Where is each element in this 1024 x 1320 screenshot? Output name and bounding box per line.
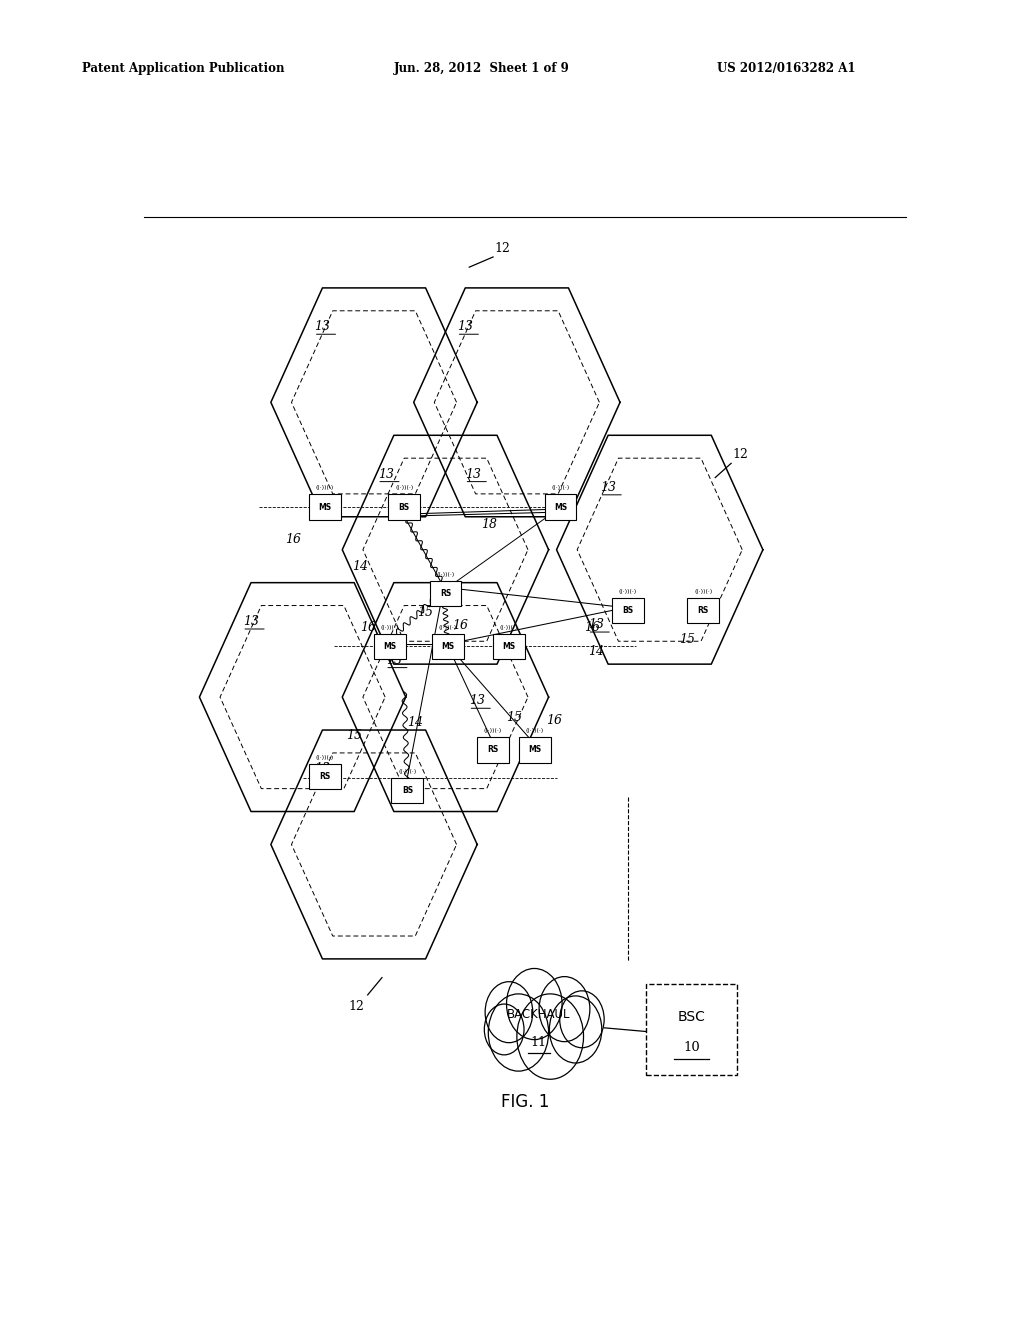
- Bar: [309, 494, 341, 520]
- Text: 13: 13: [386, 653, 401, 667]
- Text: RS: RS: [440, 589, 451, 598]
- Text: 10: 10: [683, 1041, 699, 1055]
- Circle shape: [517, 994, 584, 1080]
- Text: 11: 11: [530, 1036, 546, 1049]
- Bar: [432, 634, 464, 659]
- Bar: [374, 634, 406, 659]
- Text: ((·))(·): ((·))(·): [618, 589, 637, 594]
- Bar: [309, 764, 341, 789]
- Text: ((·))(·): ((·))(·): [438, 624, 457, 630]
- Text: ((·))(·): ((·))(·): [694, 589, 713, 594]
- Bar: [494, 634, 524, 659]
- Circle shape: [488, 985, 529, 1039]
- Text: ((·))(·): ((·))(·): [315, 486, 334, 490]
- Bar: [687, 598, 719, 623]
- Text: 13: 13: [314, 763, 331, 775]
- Text: ((·))(·): ((·))(·): [381, 624, 399, 630]
- Text: 16: 16: [285, 533, 301, 546]
- Text: ((·))(·): ((·))(·): [484, 729, 502, 733]
- Text: BS: BS: [401, 787, 413, 795]
- Text: 15: 15: [417, 606, 433, 619]
- Text: US 2012/0163282 A1: US 2012/0163282 A1: [717, 62, 855, 75]
- Bar: [519, 738, 551, 763]
- Circle shape: [553, 1001, 599, 1059]
- Circle shape: [488, 994, 549, 1071]
- Bar: [430, 581, 461, 606]
- Bar: [388, 494, 420, 520]
- Circle shape: [486, 1007, 521, 1052]
- Text: MS: MS: [528, 746, 542, 755]
- Text: MS: MS: [318, 503, 332, 512]
- Text: MS: MS: [503, 642, 515, 651]
- Text: ((·))(·): ((·))(·): [526, 729, 544, 733]
- Text: 14: 14: [352, 561, 369, 573]
- Circle shape: [485, 982, 532, 1043]
- Circle shape: [560, 991, 604, 1048]
- Text: RS: RS: [487, 746, 499, 755]
- Text: 16: 16: [452, 619, 468, 632]
- Text: Jun. 28, 2012  Sheet 1 of 9: Jun. 28, 2012 Sheet 1 of 9: [394, 62, 570, 75]
- Text: 12: 12: [733, 449, 749, 461]
- Text: BS: BS: [398, 503, 410, 512]
- Text: 16: 16: [585, 622, 600, 635]
- Circle shape: [492, 998, 545, 1067]
- Circle shape: [507, 969, 562, 1040]
- Circle shape: [510, 973, 559, 1035]
- Text: BS: BS: [623, 606, 634, 615]
- Text: 13: 13: [588, 618, 604, 631]
- Text: 14: 14: [588, 645, 604, 657]
- Circle shape: [539, 977, 590, 1041]
- Text: 15: 15: [346, 729, 362, 742]
- Text: 15: 15: [680, 632, 695, 645]
- Text: MS: MS: [383, 642, 396, 651]
- Text: 18: 18: [481, 517, 497, 531]
- Text: RS: RS: [319, 772, 331, 781]
- Bar: [391, 777, 423, 804]
- Text: 13: 13: [458, 321, 473, 333]
- Text: 12: 12: [348, 1001, 365, 1012]
- Text: 16: 16: [360, 622, 377, 635]
- Text: MS: MS: [441, 642, 455, 651]
- Text: FIG. 1: FIG. 1: [501, 1093, 549, 1110]
- Text: ((·))(·): ((·))(·): [551, 486, 569, 490]
- Circle shape: [562, 994, 601, 1044]
- Text: 13: 13: [600, 480, 616, 494]
- Text: ((·))(·): ((·))(·): [315, 755, 334, 759]
- Text: 12: 12: [495, 242, 511, 255]
- Text: 13: 13: [465, 467, 481, 480]
- Bar: [612, 598, 644, 623]
- Text: ((·))(·): ((·))(·): [500, 624, 518, 630]
- Text: 14: 14: [408, 715, 423, 729]
- Circle shape: [542, 981, 587, 1038]
- Circle shape: [550, 995, 602, 1063]
- Text: 13: 13: [469, 694, 485, 708]
- Text: BSC: BSC: [678, 1010, 706, 1024]
- Circle shape: [521, 999, 580, 1074]
- Text: Patent Application Publication: Patent Application Publication: [82, 62, 285, 75]
- Text: 13: 13: [243, 615, 259, 628]
- Bar: [477, 738, 509, 763]
- Text: MS: MS: [554, 503, 567, 512]
- Text: 15: 15: [507, 711, 522, 723]
- Bar: [545, 494, 577, 520]
- FancyBboxPatch shape: [646, 983, 737, 1076]
- Text: 16: 16: [546, 714, 562, 727]
- Text: 13: 13: [378, 467, 394, 480]
- Text: BACKHAUL: BACKHAUL: [507, 1007, 570, 1020]
- Text: ((·))(·): ((·))(·): [436, 572, 455, 577]
- Text: 13: 13: [314, 321, 331, 333]
- Text: ((·))(·): ((·))(·): [395, 486, 414, 490]
- Circle shape: [484, 1005, 524, 1055]
- Text: RS: RS: [697, 606, 709, 615]
- Text: ((·))(·): ((·))(·): [398, 768, 417, 774]
